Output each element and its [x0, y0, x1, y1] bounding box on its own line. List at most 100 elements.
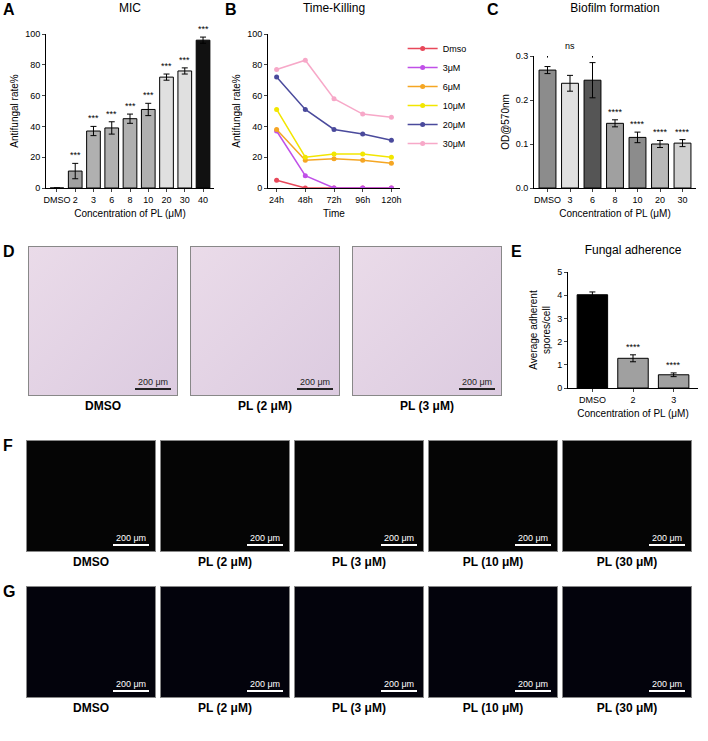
html-text:200 μm: 200 μm	[299, 377, 331, 387]
svg-text:***: ***	[161, 61, 172, 71]
svg-text:Biofilm formation: Biofilm formation	[570, 1, 659, 15]
html-text:E: E	[511, 243, 522, 260]
svg-text:10: 10	[632, 195, 642, 205]
svg-text:***: ***	[143, 90, 154, 100]
svg-text:0: 0	[35, 183, 40, 193]
svg-text:3: 3	[567, 195, 572, 205]
html-text:PL (30 μM): PL (30 μM)	[596, 701, 658, 715]
svg-text:6: 6	[109, 195, 114, 205]
svg-text:72h: 72h	[326, 195, 341, 205]
svg-text:Concentration of PL (μM): Concentration of PL (μM)	[74, 208, 186, 219]
svg-text:Antifungal rate%: Antifungal rate%	[231, 74, 242, 147]
svg-text:24h: 24h	[269, 195, 284, 205]
html-text:PL (2 μM): PL (2 μM)	[198, 701, 252, 715]
svg-text:Time: Time	[323, 208, 345, 219]
svg-text:***: ***	[179, 55, 190, 65]
svg-text:30μM: 30μM	[443, 139, 466, 149]
html-text:PL (10 μM): PL (10 μM)	[462, 555, 524, 569]
svg-text:8: 8	[612, 195, 617, 205]
svg-text:Dmso: Dmso	[443, 44, 467, 54]
html-text:DMSO: DMSO	[73, 555, 109, 569]
svg-text:40: 40	[198, 195, 208, 205]
svg-text:Fungal adherence: Fungal adherence	[585, 243, 682, 257]
svg-text:10μM: 10μM	[443, 101, 466, 111]
svg-text:Concentration of PL (μM): Concentration of PL (μM)	[559, 208, 671, 219]
html-text:DMSO: DMSO	[73, 701, 109, 715]
svg-text:20: 20	[30, 152, 40, 162]
html-text:PL (3 μM): PL (3 μM)	[332, 701, 386, 715]
svg-text:0.1: 0.1	[516, 139, 529, 149]
svg-text:100: 100	[25, 29, 40, 39]
html-text:C: C	[487, 1, 499, 18]
svg-text:120h: 120h	[381, 195, 401, 205]
svg-text:30: 30	[180, 195, 190, 205]
html-text:B: B	[225, 1, 237, 18]
svg-text:2: 2	[557, 337, 562, 347]
svg-text:3: 3	[557, 314, 562, 324]
html-text:PL (30 μM): PL (30 μM)	[596, 555, 658, 569]
svg-text:48h: 48h	[298, 195, 313, 205]
svg-text:100: 100	[247, 29, 262, 39]
svg-text:6: 6	[590, 195, 595, 205]
svg-text:DMSO: DMSO	[579, 395, 606, 405]
svg-text:60: 60	[252, 91, 262, 101]
svg-text:MIC: MIC	[119, 1, 141, 15]
svg-text:1: 1	[557, 360, 562, 370]
svg-text:40: 40	[252, 122, 262, 132]
svg-text:OD@570nm: OD@570nm	[500, 94, 511, 150]
svg-text:10: 10	[143, 195, 153, 205]
html-text:D: D	[3, 243, 15, 260]
svg-text:****: ****	[608, 107, 623, 117]
svg-text:Concentration of PL (μM): Concentration of PL (μM)	[577, 408, 689, 419]
svg-text:0: 0	[557, 383, 562, 393]
html-text:PL (3 μM): PL (3 μM)	[332, 555, 386, 569]
svg-text:8: 8	[127, 195, 132, 205]
svg-text:****: ****	[666, 360, 681, 370]
svg-text:***: ***	[125, 101, 136, 111]
svg-text:****: ****	[630, 119, 645, 129]
svg-text:40: 40	[30, 122, 40, 132]
svg-text:0.0: 0.0	[516, 183, 529, 193]
html-text:PL (2 μM): PL (2 μM)	[238, 399, 292, 413]
svg-text:20: 20	[162, 195, 172, 205]
svg-text:Time-Killing: Time-Killing	[303, 1, 365, 15]
html-text:PL (2 μM): PL (2 μM)	[198, 555, 252, 569]
svg-text:0.2: 0.2	[516, 95, 529, 105]
svg-text:20μM: 20μM	[443, 120, 466, 130]
svg-text:Antifungal rate%: Antifungal rate%	[9, 74, 20, 147]
svg-text:3: 3	[91, 195, 96, 205]
svg-text:3: 3	[671, 395, 676, 405]
svg-text:0: 0	[257, 183, 262, 193]
svg-text:***: ***	[198, 24, 209, 34]
html-text:200 μm: 200 μm	[137, 377, 169, 387]
html-text:G: G	[3, 583, 16, 600]
svg-text:0.3: 0.3	[516, 51, 529, 61]
svg-text:20: 20	[252, 152, 262, 162]
svg-text:***: ***	[106, 109, 117, 119]
svg-text:***: ***	[70, 150, 81, 160]
html-text:DMSO: DMSO	[85, 399, 121, 413]
svg-text:3μM: 3μM	[443, 63, 461, 73]
svg-text:***: ***	[88, 113, 99, 123]
svg-text:****: ****	[675, 127, 690, 137]
svg-text:6μM: 6μM	[443, 82, 461, 92]
svg-text:80: 80	[252, 60, 262, 70]
svg-text:****: ****	[626, 342, 641, 352]
svg-text:2: 2	[630, 395, 635, 405]
svg-text:5: 5	[557, 267, 562, 277]
html-text:A: A	[3, 1, 15, 18]
svg-text:2: 2	[73, 195, 78, 205]
svg-text:20: 20	[655, 195, 665, 205]
svg-text:DMSO: DMSO	[43, 195, 70, 205]
svg-text:****: ****	[653, 127, 668, 137]
svg-text:80: 80	[30, 60, 40, 70]
svg-text:Average adherentspores/cell: Average adherentspores/cell	[528, 290, 552, 370]
svg-text:ns: ns	[565, 41, 575, 51]
html-text:PL (10 μM): PL (10 μM)	[462, 701, 524, 715]
svg-text:60: 60	[30, 91, 40, 101]
svg-text:DMSO: DMSO	[534, 195, 561, 205]
html-text:PL (3 μM): PL (3 μM)	[400, 399, 454, 413]
svg-text:30: 30	[677, 195, 687, 205]
svg-text:96h: 96h	[355, 195, 370, 205]
svg-text:4: 4	[557, 290, 562, 300]
